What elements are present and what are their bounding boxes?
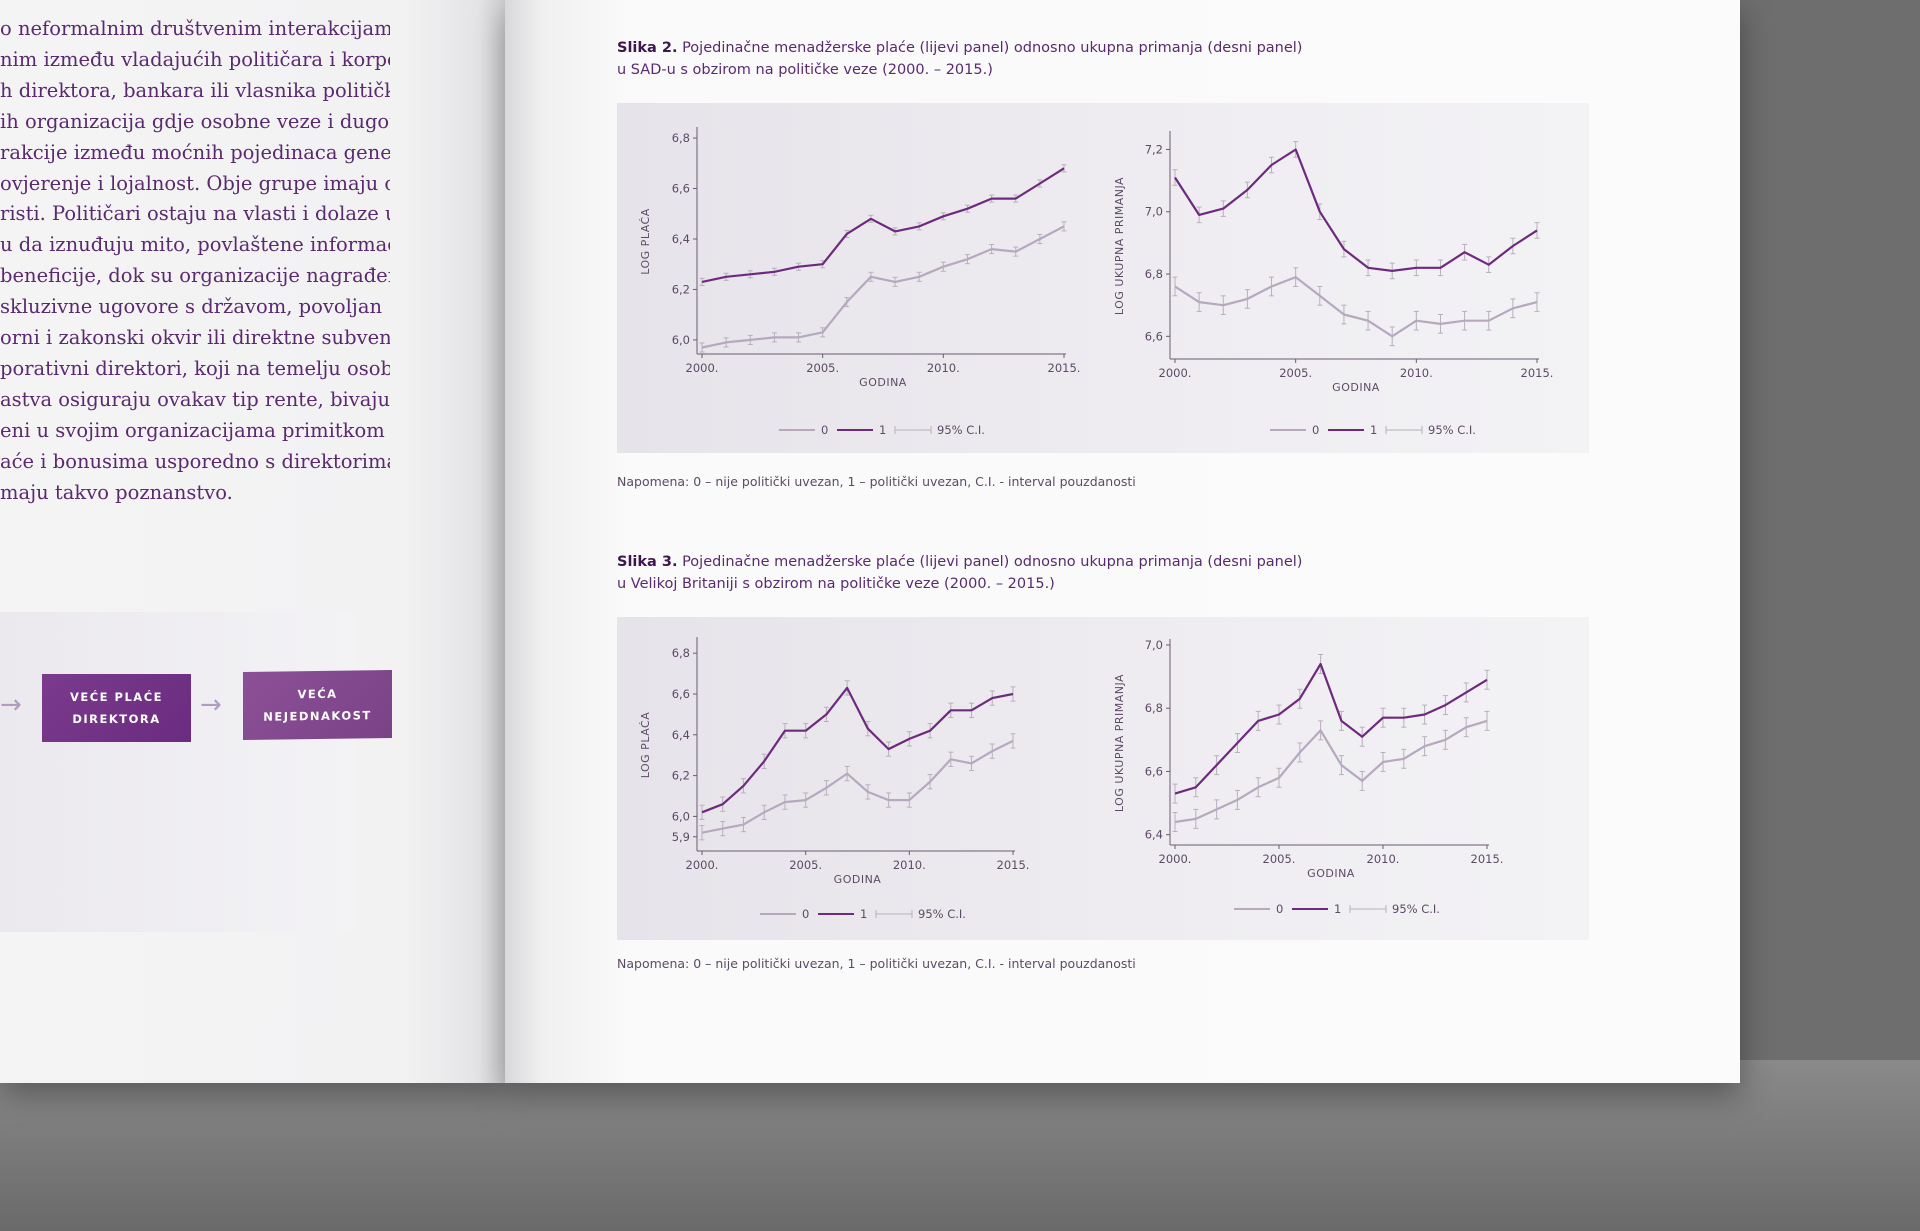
y-tick-label: 6,8: [672, 131, 690, 145]
diagram-box-directors-pay: VEĆE PLAĆE DIREKTORA: [42, 674, 191, 742]
x-tick-label: 2005.: [1279, 366, 1312, 380]
x-tick-label: 2015.: [1471, 852, 1504, 866]
text-line: u da iznuđuju mito, povlaštene informaci…: [0, 233, 390, 257]
legend-label-ci: 95% C.I.: [937, 423, 985, 437]
x-tick-label: 2015.: [1521, 366, 1554, 380]
left-page: o neformalnim društvenim interakcijama ni…: [0, 0, 505, 1083]
text-line: ovjerenje i lojalnost. Obje grupe imaju …: [0, 171, 390, 195]
y-tick-label: 6,6: [672, 182, 690, 196]
series-1-line: [1174, 148, 1538, 272]
text-line: porativni direktori, koji na temelju oso…: [0, 356, 390, 380]
series-0-line: [701, 739, 1014, 834]
text-line: astva osiguraju ovakav tip rente, bivaju: [0, 387, 390, 411]
y-tick-label: 6,4: [1145, 828, 1163, 842]
x-tick-label: 2005.: [789, 858, 822, 872]
x-tick-label: 2010.: [893, 858, 926, 872]
y-axis-label: LOG PLAĆA: [639, 712, 652, 778]
x-tick-label: 2015.: [1048, 361, 1081, 375]
text-line: rakcije između moćnih pojedinaca gene-: [0, 140, 390, 164]
y-tick-label: 6,2: [672, 769, 690, 783]
series-1-line: [701, 686, 1014, 814]
text-line: orni i zakonski okvir ili direktne subve…: [0, 326, 390, 350]
figure3-caption: Slika 3. Pojedinačne menadžerske plaće (…: [617, 554, 1303, 592]
x-tick-label: 2000.: [686, 361, 719, 375]
y-tick-label: 6,6: [1145, 329, 1163, 343]
text-line: risti. Političari ostaju na vlasti i dol…: [0, 202, 390, 226]
text-line: aće i bonusima usporedno s direktorima: [0, 449, 390, 473]
figure2-caption: Slika 2. Pojedinačne menadžerske plaće (…: [617, 40, 1303, 78]
text-line: beneficije, dok su organizacije nagrađen…: [0, 264, 390, 288]
y-tick-label: 6,0: [672, 809, 690, 823]
x-tick-label: 2010.: [1367, 852, 1400, 866]
figure2-panel: 6,0 6,2 6,4 6,6 6,8 2000. 2005. 2010. 2015. GODIN…: [617, 103, 1589, 453]
arrow-icon: →: [200, 690, 222, 720]
series-1-line: [701, 167, 1065, 283]
figure2-note: Napomena: 0 – nije politički uvezan, 1 –…: [617, 474, 1136, 489]
x-tick-label: 2005.: [1263, 852, 1296, 866]
legend-label-1: 1: [1370, 423, 1377, 437]
text-line: nim između vladajućih političara i korpo…: [0, 47, 390, 71]
legend-label-1: 1: [860, 907, 867, 921]
legend-label-ci: 95% C.I.: [918, 907, 966, 921]
legend-label-1: 1: [1334, 902, 1341, 916]
x-tick-label: 2015.: [997, 858, 1030, 872]
x-axis-label: GODINA: [834, 873, 882, 886]
y-tick-label: 6,8: [1145, 267, 1163, 281]
y-tick-label: 7,2: [1145, 142, 1163, 156]
y-axis-label: LOG PLAĆA: [639, 208, 652, 274]
legend-label-ci: 95% C.I.: [1428, 423, 1476, 437]
text-line: ih organizacija gdje osobne veze i dugor…: [0, 109, 390, 133]
series-0-line: [1174, 276, 1538, 338]
legend-label-0: 0: [802, 907, 809, 921]
y-tick-label: 6,8: [672, 646, 690, 660]
x-tick-label: 2000.: [1159, 366, 1192, 380]
x-tick-label: 2010.: [1400, 366, 1433, 380]
y-tick-label: 6,8: [1145, 701, 1163, 715]
arrow-icon: →: [0, 690, 22, 720]
x-tick-label: 2010.: [927, 361, 960, 375]
y-axis-label: LOG UKUPNA PRIMANJA: [1113, 177, 1126, 315]
y-tick-label: 5,9: [672, 830, 690, 844]
x-axis-label: GODINA: [1332, 381, 1380, 394]
text-line: o neformalnim društvenim interakcijama: [0, 17, 390, 40]
figure3-note: Napomena: 0 – nije politički uvezan, 1 –…: [617, 956, 1136, 971]
body-text: o neformalnim društvenim interakcijama ni…: [0, 14, 390, 509]
series-1-line: [1174, 662, 1488, 795]
y-tick-label: 6,4: [672, 728, 690, 742]
text-line: h direktora, bankara ili vlasnika politi…: [0, 78, 390, 102]
y-axis-label: LOG UKUPNA PRIMANJA: [1113, 674, 1126, 812]
y-tick-label: 6,4: [672, 232, 690, 246]
y-tick-label: 6,6: [672, 687, 690, 701]
flow-diagram: → VEĆE PLAĆE DIREKTORA → VEĆA NEJEDNAKOS…: [0, 612, 392, 932]
chart-uk-total-compensation: 6,4 6,6 6,8 7,0 2000. 2005. 2010. 2015. GODINA LO…: [1113, 638, 1504, 916]
legend-label-0: 0: [1276, 902, 1283, 916]
legend-label-0: 0: [821, 423, 828, 437]
x-axis-label: GODINA: [859, 376, 907, 389]
text-line: skluzivne ugovore s državom, povoljan: [0, 295, 383, 319]
background-floor: [0, 1060, 1920, 1231]
figure3-panel: 5,9 6,0 6,2 6,4 6,6 6,8 2000. 2005. 2010. 2015. GO…: [617, 617, 1589, 940]
chart-us-salary: 6,0 6,2 6,4 6,6 6,8 2000. 2005. 2010. 2015. GODIN…: [639, 127, 1081, 437]
chart-us-total-compensation: 6,6 6,8 7,0 7,2 2000. 2005. 2010. 2015. GODINA LO…: [1113, 131, 1554, 437]
y-tick-label: 6,6: [1145, 764, 1163, 778]
y-tick-label: 7,0: [1145, 205, 1163, 219]
legend-label-ci: 95% C.I.: [1392, 902, 1440, 916]
y-tick-label: 6,2: [672, 282, 690, 296]
legend-label-0: 0: [1312, 423, 1319, 437]
text-line: maju takvo poznanstvo.: [0, 480, 233, 504]
diagram-box-inequality: VEĆA NEJEDNAKOST: [243, 669, 392, 741]
series-0-line: [701, 225, 1065, 349]
y-tick-label: 6,0: [672, 333, 690, 347]
chart-uk-salary: 5,9 6,0 6,2 6,4 6,6 6,8 2000. 2005. 2010. 2015. GO…: [639, 637, 1030, 921]
x-tick-label: 2005.: [806, 361, 839, 375]
text-line: eni u svojim organizacijama primitkom: [0, 418, 385, 442]
series-0-line: [1174, 719, 1488, 824]
x-axis-label: GODINA: [1307, 867, 1355, 880]
x-tick-label: 2000.: [1159, 852, 1192, 866]
x-tick-label: 2000.: [686, 858, 719, 872]
y-tick-label: 7,0: [1145, 638, 1163, 652]
legend-label-1: 1: [879, 423, 886, 437]
